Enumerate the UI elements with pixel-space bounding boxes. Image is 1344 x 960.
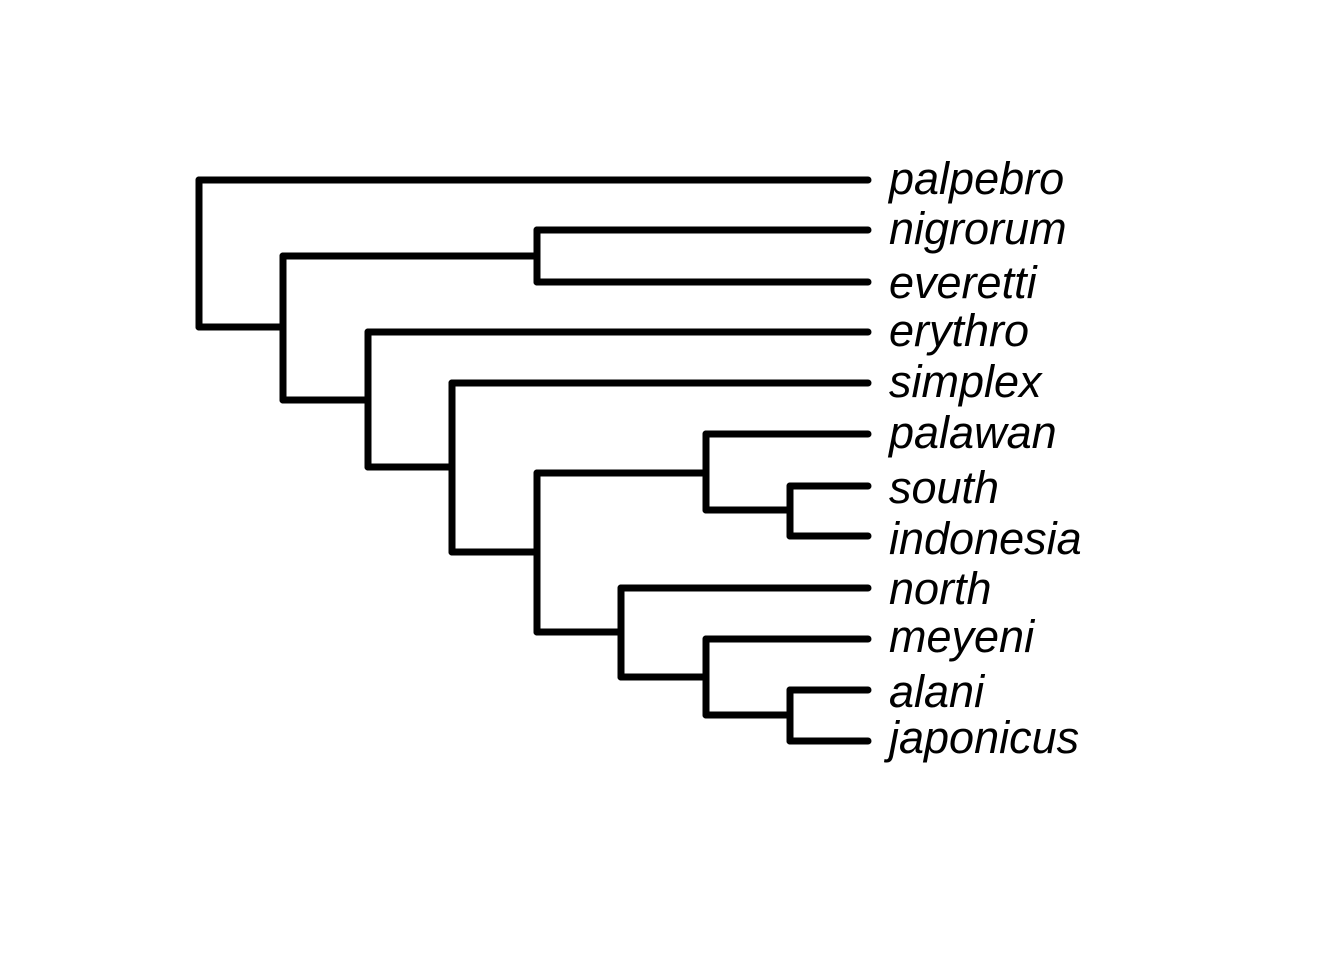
tip-label-nigrorum: nigrorum bbox=[889, 203, 1067, 254]
tip-label-japonicus: japonicus bbox=[883, 712, 1079, 763]
tip-label-palawan: palawan bbox=[887, 407, 1057, 458]
tip-label-alani: alani bbox=[889, 666, 986, 717]
tree-branches bbox=[195, 176, 872, 745]
tip-label-north: north bbox=[889, 563, 992, 614]
tip-label-indonesia: indonesia bbox=[889, 513, 1082, 564]
tip-label-everetti: everetti bbox=[889, 257, 1039, 308]
tip-label-meyeni: meyeni bbox=[889, 611, 1036, 662]
tip-label-palpebro: palpebro bbox=[887, 153, 1064, 204]
tip-label-south: south bbox=[889, 462, 999, 513]
tip-label-erythro: erythro bbox=[889, 305, 1029, 356]
tip-label-simplex: simplex bbox=[889, 356, 1043, 407]
tip-labels: palpebro nigrorum everetti erythro simpl… bbox=[883, 153, 1082, 763]
